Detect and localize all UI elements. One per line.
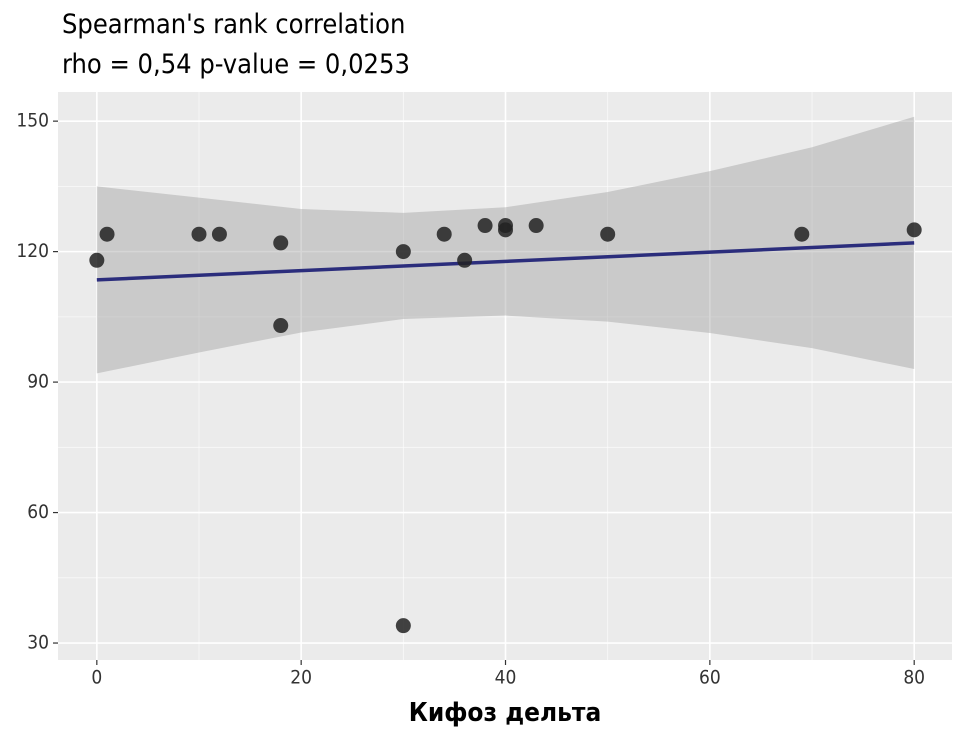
confidence-band <box>96 116 915 374</box>
point <box>528 218 544 234</box>
x-tick-label: 60 <box>699 667 721 689</box>
grid <box>58 92 952 660</box>
point <box>457 252 473 268</box>
fit-line <box>96 241 915 282</box>
point <box>600 226 616 242</box>
point <box>273 235 289 251</box>
point <box>273 318 289 334</box>
point <box>794 226 810 242</box>
y-tick-label: 90 <box>27 371 49 393</box>
point <box>395 244 411 260</box>
x-tick-label: 40 <box>495 667 517 689</box>
x-tick-label: 80 <box>903 667 925 689</box>
plot-area <box>89 116 922 634</box>
x-tick-label: 0 <box>91 667 102 689</box>
point <box>436 226 452 242</box>
y-tick-label: 30 <box>27 632 49 654</box>
point <box>498 222 514 238</box>
point <box>477 218 493 234</box>
y-tick-label: 60 <box>27 501 49 523</box>
y-tick-label: 120 <box>16 240 49 262</box>
point <box>89 252 105 268</box>
point <box>906 222 922 238</box>
x-tick-label: 20 <box>290 667 312 689</box>
chart-title: Spearman's rank correlation <box>62 9 405 40</box>
point <box>99 226 115 242</box>
point <box>395 618 411 634</box>
x-axis-title: Кифоз дельта <box>409 698 602 728</box>
chart-subtitle: rho = 0,54 p-value = 0,0253 <box>62 49 410 80</box>
point <box>191 226 207 242</box>
point <box>211 226 227 242</box>
y-tick-label: 150 <box>16 110 49 132</box>
